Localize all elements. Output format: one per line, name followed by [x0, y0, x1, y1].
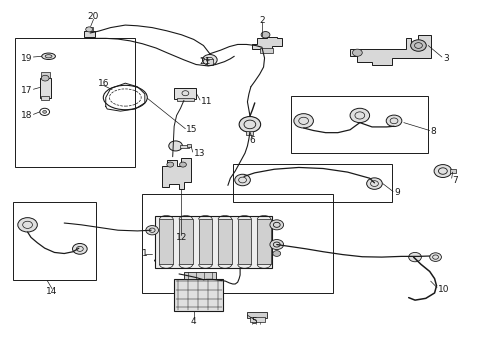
- Polygon shape: [252, 37, 282, 49]
- Text: 7: 7: [453, 176, 459, 185]
- Text: 14: 14: [47, 287, 58, 296]
- Bar: [155, 216, 272, 268]
- Polygon shape: [162, 158, 191, 189]
- Ellipse shape: [45, 55, 52, 58]
- Circle shape: [202, 54, 217, 65]
- Circle shape: [41, 75, 49, 81]
- Bar: [41, 96, 49, 100]
- Bar: [246, 131, 253, 135]
- Text: 2: 2: [259, 16, 265, 25]
- Bar: [143, 194, 333, 293]
- Text: 12: 12: [176, 233, 187, 242]
- Text: 10: 10: [438, 285, 449, 294]
- Polygon shape: [350, 35, 431, 65]
- Circle shape: [86, 27, 93, 32]
- Bar: [176, 98, 194, 101]
- Text: 21: 21: [199, 57, 211, 66]
- Circle shape: [350, 108, 369, 123]
- Bar: [86, 27, 93, 31]
- Bar: [450, 169, 456, 173]
- Bar: [159, 220, 173, 264]
- Bar: [180, 145, 189, 148]
- Bar: [292, 96, 428, 153]
- Circle shape: [367, 178, 382, 189]
- Circle shape: [434, 165, 452, 177]
- Bar: [260, 48, 273, 53]
- Circle shape: [146, 226, 159, 235]
- Bar: [179, 220, 193, 264]
- Circle shape: [239, 117, 261, 132]
- Text: 4: 4: [191, 317, 196, 326]
- Bar: [174, 88, 196, 99]
- Circle shape: [430, 253, 441, 261]
- Bar: [40, 78, 50, 98]
- Bar: [41, 72, 49, 78]
- Bar: [187, 144, 191, 147]
- Circle shape: [179, 162, 186, 167]
- Circle shape: [270, 220, 284, 230]
- Text: 18: 18: [21, 111, 32, 120]
- Bar: [233, 164, 392, 202]
- Text: 6: 6: [249, 136, 255, 145]
- Text: 19: 19: [21, 54, 32, 63]
- Bar: [257, 220, 271, 264]
- Ellipse shape: [42, 53, 55, 59]
- Circle shape: [409, 252, 421, 262]
- Text: 16: 16: [98, 79, 109, 88]
- Circle shape: [235, 174, 250, 186]
- Bar: [174, 279, 223, 311]
- Text: 20: 20: [88, 12, 99, 21]
- Text: 5: 5: [251, 317, 257, 326]
- Text: 3: 3: [443, 54, 449, 63]
- Text: 13: 13: [194, 149, 205, 158]
- Circle shape: [352, 49, 362, 56]
- Bar: [250, 318, 265, 322]
- Bar: [238, 220, 251, 264]
- Circle shape: [386, 115, 402, 127]
- Bar: [84, 31, 95, 37]
- Bar: [184, 272, 216, 279]
- Text: 15: 15: [186, 125, 198, 134]
- Circle shape: [73, 243, 87, 254]
- Circle shape: [273, 251, 281, 256]
- Bar: [13, 202, 96, 280]
- Circle shape: [18, 218, 37, 232]
- Circle shape: [270, 239, 284, 249]
- Circle shape: [294, 114, 314, 128]
- Circle shape: [169, 141, 182, 151]
- Circle shape: [167, 162, 173, 167]
- Circle shape: [43, 111, 47, 113]
- Bar: [198, 220, 212, 264]
- Bar: [207, 59, 213, 65]
- Bar: [247, 312, 267, 318]
- Text: 11: 11: [201, 96, 213, 105]
- Text: 8: 8: [431, 127, 437, 136]
- Text: 17: 17: [21, 86, 32, 95]
- Circle shape: [261, 32, 270, 38]
- Bar: [15, 39, 135, 167]
- Circle shape: [411, 40, 426, 51]
- Text: 1: 1: [142, 249, 147, 258]
- Bar: [218, 220, 232, 264]
- Text: 9: 9: [394, 188, 400, 197]
